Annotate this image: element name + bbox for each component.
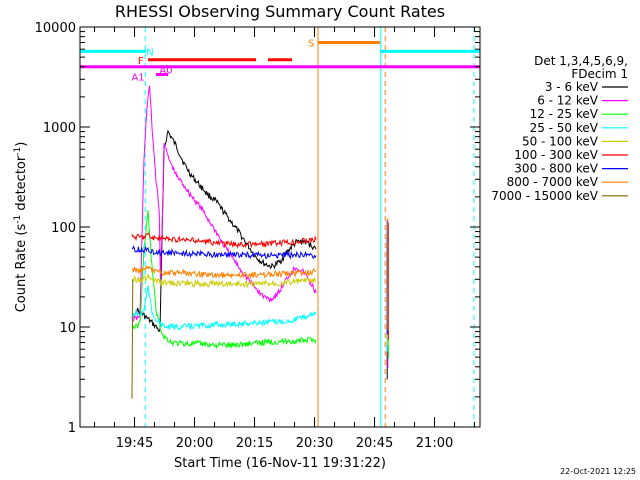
y-tick-label-0: 1 — [68, 421, 76, 436]
vertical-markers — [79, 27, 475, 427]
legend-title-1: Det 1,3,4,5,6,9, — [534, 54, 628, 68]
flag-label-5: S — [308, 38, 314, 49]
axes-ticks: 19:45 20:00 20:15 20:30 20:45 21:00 1 10 100 1000… — [35, 21, 480, 451]
legend-label-8: 7000 - 15000 keV — [491, 189, 598, 203]
legend-label-5: 100 - 300 keV — [514, 148, 598, 162]
legend-title-2: FDecim 1 — [571, 67, 628, 81]
flag-bars: NF A0 A1 S — [80, 38, 480, 83]
legend-label-3: 25 - 50 keV — [530, 121, 599, 135]
series-line-4 — [131, 273, 317, 289]
legend-label-1: 6 - 12 keV — [537, 94, 599, 108]
series-line-7 — [131, 264, 317, 280]
series-line-0 — [135, 129, 317, 332]
series-line-5 — [131, 232, 317, 249]
series-line-3 — [131, 285, 317, 331]
flag-label-4: A1 — [131, 72, 144, 83]
y-tick-label-3: 1000 — [43, 121, 76, 136]
series-line-1 — [131, 85, 317, 322]
flag-label-0: N — [146, 47, 153, 58]
legend-label-0: 3 - 6 keV — [545, 80, 599, 94]
x-tick-label-2: 20:15 — [236, 436, 273, 451]
x-tick-label-5: 21:00 — [416, 436, 453, 451]
flag-label-3: A0 — [159, 65, 172, 76]
flag-label-1: F — [138, 56, 144, 67]
y-tick-label-2: 100 — [51, 221, 76, 236]
legend-label-2: 12 - 25 keV — [530, 107, 599, 121]
x-tick-label-4: 20:45 — [356, 436, 393, 451]
y-tick-label-1: 10 — [59, 321, 76, 336]
series-line-8 — [131, 279, 134, 399]
plot-frame — [79, 26, 481, 428]
series-line-6 — [131, 245, 317, 260]
timestamp: 22-Oct-2021 12:25 — [560, 467, 636, 476]
series-line-2 — [131, 210, 317, 350]
y-tick-label-4: 10000 — [35, 21, 76, 36]
x-tick-label-0: 19:45 — [116, 436, 153, 451]
series-lines — [131, 85, 389, 399]
x-tick-label-3: 20:30 — [296, 436, 333, 451]
chart-title: RHESSI Observing Summary Count Rates — [115, 2, 445, 21]
x-axis-label: Start Time (16-Nov-11 19:31:22) — [174, 456, 386, 471]
legend-label-7: 800 - 7000 keV — [507, 175, 599, 189]
x-tick-label-1: 20:00 — [176, 436, 213, 451]
y-axis-label: Count Rate (s-1 detector-1) — [13, 142, 29, 313]
legend-label-4: 50 - 100 keV — [522, 134, 599, 148]
legend-label-6: 300 - 800 keV — [514, 162, 598, 176]
